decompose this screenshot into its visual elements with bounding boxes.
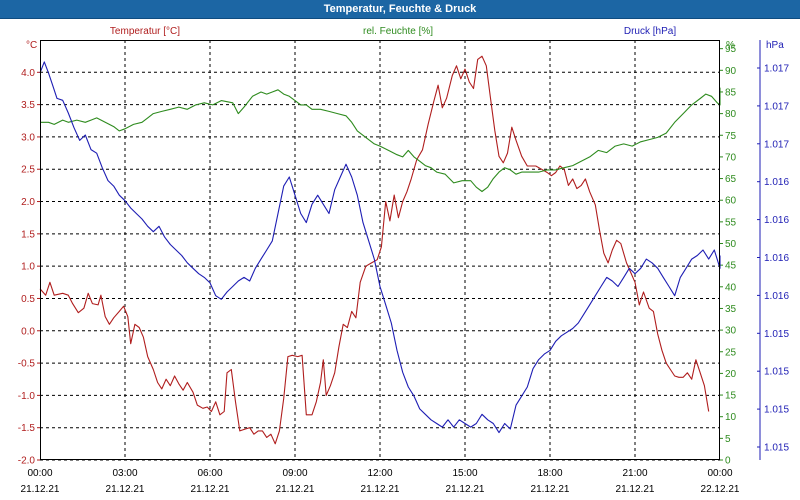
temperature-series-line: [39, 55, 710, 445]
humidity-tick-label: 85: [725, 87, 737, 98]
humidity-tick-label: 15: [725, 391, 737, 402]
chart-title: Temperatur, Feuchte & Druck: [323, 3, 477, 15]
humidity-tick-label: 30: [725, 326, 737, 337]
x-tick-time: 09:00: [282, 468, 307, 479]
pressure-tick-label: 1.015: [764, 443, 789, 454]
x-tick-date: 21.12.21: [446, 484, 485, 495]
x-tick-date: 21.12.21: [616, 484, 655, 495]
time-axis-ticks: 00:00 21.12.21 03:00 21.12.21 06:00 21.12.21 0…: [21, 468, 740, 495]
pressure-tick-label: 1.016: [764, 177, 789, 188]
temperature-tick-label: 4.0: [21, 68, 35, 79]
x-tick-time: 12:00: [367, 468, 392, 479]
temperature-tick-label: -1.0: [18, 391, 36, 402]
humidity-tick-label: 50: [725, 239, 737, 250]
temperature-tick-label: 1.5: [21, 229, 35, 240]
x-tick-date: 21.12.21: [106, 484, 145, 495]
temperature-tick-label: 0.5: [21, 294, 35, 305]
x-tick-time: 03:00: [112, 468, 137, 479]
pressure-tick-label: 1.016: [764, 253, 789, 264]
temperature-tick-label: -1.5: [18, 423, 36, 434]
pressure-series-line: [39, 61, 721, 434]
humidity-tick-label: 90: [725, 66, 737, 77]
temperature-tick-label: 1.0: [21, 262, 35, 273]
pressure-tick-label: 1.016: [764, 215, 789, 226]
humidity-tick-label: 5: [725, 434, 731, 445]
x-tick-time: 00:00: [707, 468, 732, 479]
humidity-tick-label: 70: [725, 152, 737, 163]
pressure-tick-label: 1.015: [764, 405, 789, 416]
humidity-tick-label: 65: [725, 174, 737, 185]
legend-humidity: rel. Feuchte [%]: [363, 26, 433, 37]
humidity-tick-label: 10: [725, 412, 737, 423]
legend-pressure: Druck [hPa]: [624, 26, 676, 37]
x-tick-date: 21.12.21: [191, 484, 230, 495]
pressure-tick-label: 1.015: [764, 367, 789, 378]
x-tick-time: 06:00: [197, 468, 222, 479]
temperature-tick-label: 3.5: [21, 100, 35, 111]
humidity-series-line: [40, 87, 721, 193]
pressure-axis-ticks: 1.015 1.015 1.015 1.015 1.016 1.016 1.016 1.016…: [757, 40, 789, 460]
humidity-tick-label: 40: [725, 282, 737, 293]
x-tick-date: 21.12.21: [361, 484, 400, 495]
title-bar: Temperatur, Feuchte & Druck: [0, 0, 800, 19]
temperature-tick-label: 2.0: [21, 197, 35, 208]
pressure-tick-label: 1.017: [764, 139, 789, 150]
humidity-tick-label: 0: [725, 456, 731, 467]
temperature-tick-label: 2.5: [21, 165, 35, 176]
humidity-tick-label: 60: [725, 196, 737, 207]
legend-temperature: Temperatur [°C]: [110, 26, 180, 37]
temperature-unit: °C: [26, 40, 37, 51]
temperature-tick-label: -2.0: [18, 456, 36, 467]
temperature-tick-label: 3.0: [21, 132, 35, 143]
humidity-tick-label: 95: [725, 44, 737, 55]
temperature-axis-ticks: -2.0 -1.5 -1.0 -0.5 0.0 0.5 1.0 1.5 2.0 2.5 3.0 3.5…: [18, 68, 40, 467]
humidity-axis-ticks: 0 5 10 15 20 25 30 35 40 45 50 55 60 65 70 75 80 85 90 95: [720, 44, 737, 467]
humidity-tick-label: 20: [725, 369, 737, 380]
pressure-unit: hPa: [766, 40, 784, 51]
temperature-tick-label: -0.5: [18, 359, 36, 370]
humidity-tick-label: 80: [725, 109, 737, 120]
pressure-tick-label: 1.017: [764, 101, 789, 112]
plot-frame: [40, 40, 720, 460]
humidity-tick-label: 75: [725, 131, 737, 142]
x-tick-time: 21:00: [622, 468, 647, 479]
humidity-tick-label: 25: [725, 347, 737, 358]
x-tick-date: 21.12.21: [531, 484, 570, 495]
pressure-tick-label: 1.015: [764, 329, 789, 340]
temperature-tick-label: 0.0: [21, 326, 35, 337]
pressure-tick-label: 1.017: [764, 64, 789, 75]
humidity-tick-label: 35: [725, 304, 737, 315]
x-tick-date: 21.12.21: [276, 484, 315, 495]
humidity-tick-label: 55: [725, 217, 737, 228]
x-tick-time: 18:00: [537, 468, 562, 479]
series-lines: [39, 55, 721, 445]
x-tick-time: 15:00: [452, 468, 477, 479]
x-tick-time: 00:00: [27, 468, 52, 479]
x-tick-date: 22.12.21: [701, 484, 740, 495]
x-tick-date: 21.12.21: [21, 484, 60, 495]
humidity-unit: %: [726, 40, 735, 51]
pressure-tick-label: 1.016: [764, 291, 789, 302]
humidity-tick-label: 45: [725, 261, 737, 272]
